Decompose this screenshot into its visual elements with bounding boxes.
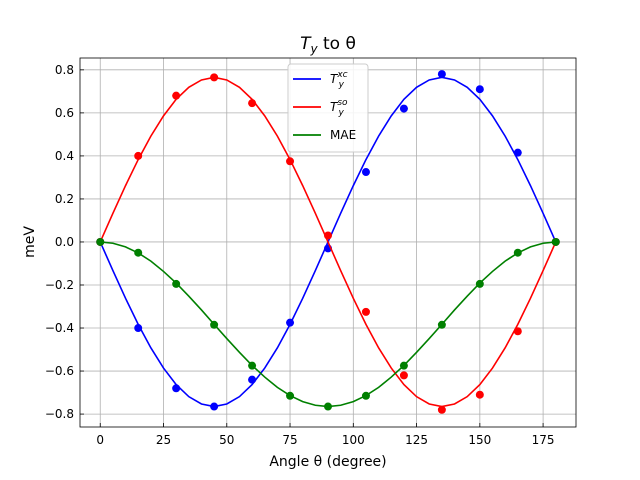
y-tick-label: 0.4: [55, 149, 74, 163]
legend-label-sub: y: [338, 108, 345, 118]
legend-label-main: T: [330, 100, 339, 114]
legend-label-sup: xc: [336, 70, 347, 80]
title-sub: y: [310, 42, 319, 56]
legend-label-main: T: [330, 72, 339, 86]
data-point: [96, 237, 105, 246]
x-tick-label: 75: [282, 433, 297, 447]
data-point: [513, 248, 522, 257]
x-tick-label: 100: [342, 433, 365, 447]
x-tick-label: 175: [532, 433, 555, 447]
data-point: [513, 148, 522, 157]
legend-label: Txc y: [330, 70, 348, 90]
legend-label: Tso y: [330, 98, 348, 118]
data-point: [437, 405, 446, 414]
series-2: [96, 237, 560, 411]
data-point: [172, 91, 181, 100]
data-point: [286, 318, 295, 327]
y-tick-label: −0.2: [45, 278, 74, 292]
data-point: [361, 168, 370, 177]
data-point: [324, 402, 332, 411]
title-rest: to θ: [318, 34, 356, 54]
data-point: [551, 237, 560, 246]
series-line: [100, 241, 556, 408]
data-point: [361, 307, 370, 316]
y-tick-label: −0.8: [45, 407, 74, 421]
data-point: [248, 361, 257, 370]
data-point: [361, 391, 370, 400]
plot-frame: [79, 57, 577, 428]
data-point: [437, 70, 446, 79]
legend-item: MAE: [293, 128, 356, 142]
x-axis-label: Angle θ (degree): [269, 454, 386, 470]
legend-label-sub: y: [338, 80, 345, 90]
data-point: [475, 85, 484, 94]
legend-label: MAE: [330, 128, 356, 142]
y-tick-label: −0.6: [45, 364, 74, 378]
data-point: [437, 320, 446, 329]
data-point: [134, 248, 143, 257]
data-point: [134, 151, 143, 160]
x-tick-label: 150: [468, 433, 491, 447]
ticks-layer: 0 25 50 75 100 125 150 175 −0.8 −0.6 −0.4 −0.2 0.0 0.…: [45, 63, 555, 447]
x-tick-label: 125: [405, 433, 428, 447]
y-axis-label: meV: [22, 226, 38, 258]
x-tick-label: 25: [156, 433, 171, 447]
data-point: [248, 99, 257, 108]
data-point: [475, 279, 484, 288]
y-tick-label: 0.8: [55, 63, 74, 77]
data-point: [172, 384, 181, 393]
series-layer: [96, 70, 560, 414]
legend-item: Txc y: [293, 70, 348, 90]
data-point: [513, 327, 522, 336]
title-main: T: [300, 34, 312, 54]
x-tick-label: 0: [96, 433, 104, 447]
data-point: [172, 279, 181, 288]
data-point: [210, 320, 219, 329]
data-point: [248, 375, 257, 384]
data-point: [210, 73, 219, 82]
y-tick-label: −0.4: [45, 321, 74, 335]
data-point: [399, 104, 408, 113]
data-point: [399, 371, 408, 380]
data-point: [286, 157, 295, 166]
data-point: [210, 402, 219, 411]
data-point: [134, 324, 143, 333]
series-1: [96, 73, 560, 414]
data-point: [475, 390, 484, 399]
legend-label-sup: so: [337, 98, 348, 108]
chart-title: Ty to θ: [300, 34, 356, 56]
y-tick-label: 0.6: [55, 106, 74, 120]
y-tick-label: 0.0: [55, 235, 74, 249]
data-point: [286, 391, 295, 400]
data-point: [399, 361, 408, 370]
x-tick-label: 50: [219, 433, 234, 447]
legend-item: Tso y: [293, 98, 348, 118]
y-tick-label: 0.2: [55, 192, 74, 206]
legend-box: [287, 63, 369, 153]
data-point: [324, 231, 332, 240]
